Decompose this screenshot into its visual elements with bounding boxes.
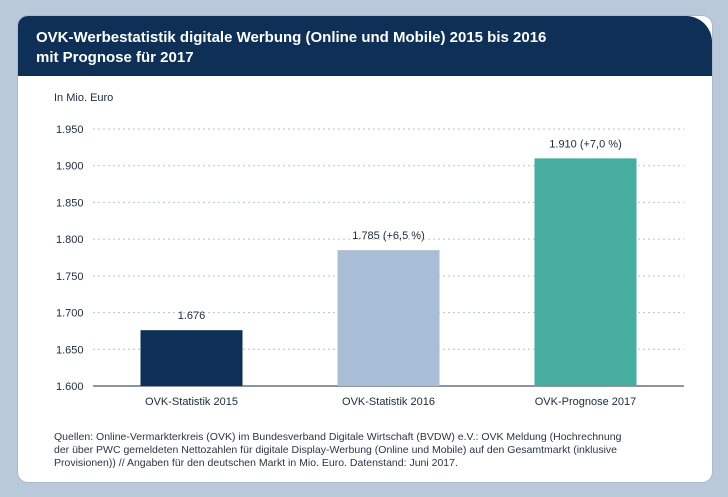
y-tick-label: 1.750 <box>56 271 84 283</box>
chart-header: OVK-Werbestatistik digitale Werbung (Onl… <box>18 16 712 76</box>
y-tick-label: 1.650 <box>56 344 84 356</box>
y-tick-label: 1.950 <box>56 124 84 136</box>
data-label: 1.785 (+6,5 %) <box>352 230 424 242</box>
source-note-line-1: Quellen: Online-Vermarkterkreis (OVK) im… <box>54 431 622 443</box>
y-tick-label: 1.850 <box>56 197 84 209</box>
source-note: Quellen: Online-Vermarkterkreis (OVK) im… <box>54 431 694 470</box>
bar-chart: 1.600 1.650 1.700 1.750 1.800 1.850 1.900 1.950… <box>56 124 684 408</box>
data-label: 1.676 <box>178 310 206 322</box>
data-label: 1.910 (+7,0 %) <box>549 138 621 150</box>
chart-card: OVK-Werbestatistik digitale Werbung (Onl… <box>18 16 712 482</box>
source-note-line-3: Provisionen)) // Angaben für den deutsch… <box>54 457 458 469</box>
x-tick-label: OVK-Prognose 2017 <box>535 396 637 408</box>
bar <box>534 158 637 386</box>
y-tick-label: 1.900 <box>56 161 84 173</box>
source-note-line-2: der über PWC gemeldeten Nettozahlen für … <box>54 444 617 456</box>
y-tick-label: 1.800 <box>56 234 84 246</box>
x-tick-label: OVK-Statistik 2016 <box>342 396 435 408</box>
y-tick-label: 1.600 <box>56 381 84 393</box>
x-tick-label: OVK-Statistik 2015 <box>145 396 238 408</box>
chart-title-line-1: OVK-Werbestatistik digitale Werbung (Onl… <box>36 29 547 46</box>
chart-title-line-2: mit Prognose für 2017 <box>36 49 194 66</box>
bar <box>140 330 243 386</box>
y-tick-label: 1.700 <box>56 308 84 320</box>
y-axis-unit-label: In Mio. Euro <box>54 92 114 104</box>
bar <box>337 250 440 386</box>
